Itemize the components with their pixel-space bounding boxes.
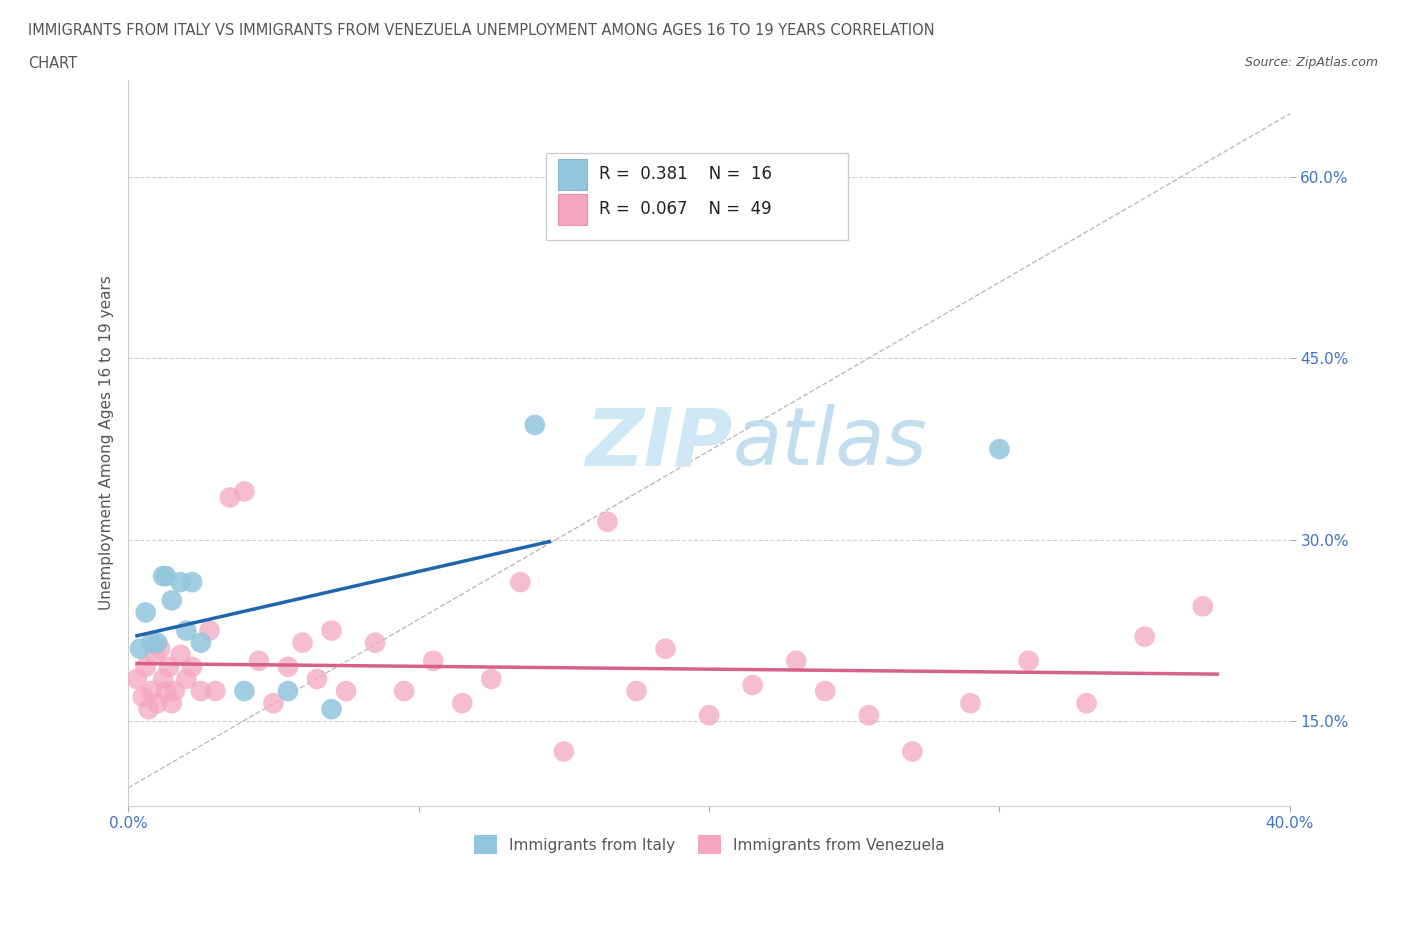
Point <box>1191 599 1213 614</box>
Point <box>135 659 157 674</box>
Bar <box>558 159 588 190</box>
Point <box>959 696 981 711</box>
Point <box>553 744 575 759</box>
Point <box>146 635 169 650</box>
Point <box>181 575 204 590</box>
Point <box>277 684 299 698</box>
Text: R =  0.381    N =  16: R = 0.381 N = 16 <box>599 166 772 183</box>
Point <box>858 708 880 723</box>
Legend: Immigrants from Italy, Immigrants from Venezuela: Immigrants from Italy, Immigrants from V… <box>467 830 950 860</box>
Point <box>901 744 924 759</box>
Point <box>1076 696 1098 711</box>
Point <box>451 696 474 711</box>
Point <box>138 702 160 717</box>
Point <box>128 642 150 657</box>
Point <box>198 623 221 638</box>
Point <box>143 647 166 662</box>
Point <box>169 647 191 662</box>
Point <box>135 604 157 619</box>
Point <box>157 659 180 674</box>
Point <box>190 635 212 650</box>
Point <box>305 671 328 686</box>
Point <box>219 490 242 505</box>
Point <box>132 690 155 705</box>
Point <box>149 642 172 657</box>
Point <box>204 684 226 698</box>
Point <box>741 678 763 693</box>
Point <box>479 671 502 686</box>
Point <box>190 684 212 698</box>
Point <box>509 575 531 590</box>
Point <box>321 623 343 638</box>
Point <box>262 696 284 711</box>
Point <box>141 684 163 698</box>
Point <box>155 568 177 583</box>
Text: ZIP: ZIP <box>585 404 733 482</box>
Point <box>160 696 183 711</box>
Point <box>335 684 357 698</box>
Point <box>626 684 648 698</box>
Point <box>152 568 174 583</box>
Text: Source: ZipAtlas.com: Source: ZipAtlas.com <box>1244 56 1378 69</box>
Text: atlas: atlas <box>733 404 927 482</box>
Point <box>392 684 415 698</box>
Point <box>988 442 1011 457</box>
Point <box>364 635 387 650</box>
Y-axis label: Unemployment Among Ages 16 to 19 years: Unemployment Among Ages 16 to 19 years <box>100 275 114 610</box>
Point <box>152 671 174 686</box>
Point <box>654 642 676 657</box>
Point <box>169 575 191 590</box>
Point <box>125 671 148 686</box>
Point <box>697 708 720 723</box>
Point <box>422 654 444 669</box>
Text: IMMIGRANTS FROM ITALY VS IMMIGRANTS FROM VENEZUELA UNEMPLOYMENT AMONG AGES 16 TO: IMMIGRANTS FROM ITALY VS IMMIGRANTS FROM… <box>28 23 935 38</box>
Point <box>596 514 619 529</box>
Point <box>814 684 837 698</box>
Point <box>1018 654 1040 669</box>
Point <box>181 659 204 674</box>
Point <box>785 654 807 669</box>
Point <box>247 654 270 669</box>
Text: CHART: CHART <box>28 56 77 71</box>
Point <box>523 418 546 432</box>
Point <box>155 684 177 698</box>
Point <box>233 684 256 698</box>
Point <box>277 659 299 674</box>
Bar <box>558 194 588 224</box>
Point <box>146 696 169 711</box>
FancyBboxPatch shape <box>547 153 848 240</box>
Point <box>233 484 256 498</box>
Point <box>160 592 183 607</box>
Point <box>141 635 163 650</box>
Point <box>291 635 314 650</box>
Point <box>1133 630 1156 644</box>
Point <box>321 702 343 717</box>
Point <box>176 623 198 638</box>
Text: R =  0.067    N =  49: R = 0.067 N = 49 <box>599 200 772 219</box>
Point <box>163 684 186 698</box>
Point <box>176 671 198 686</box>
